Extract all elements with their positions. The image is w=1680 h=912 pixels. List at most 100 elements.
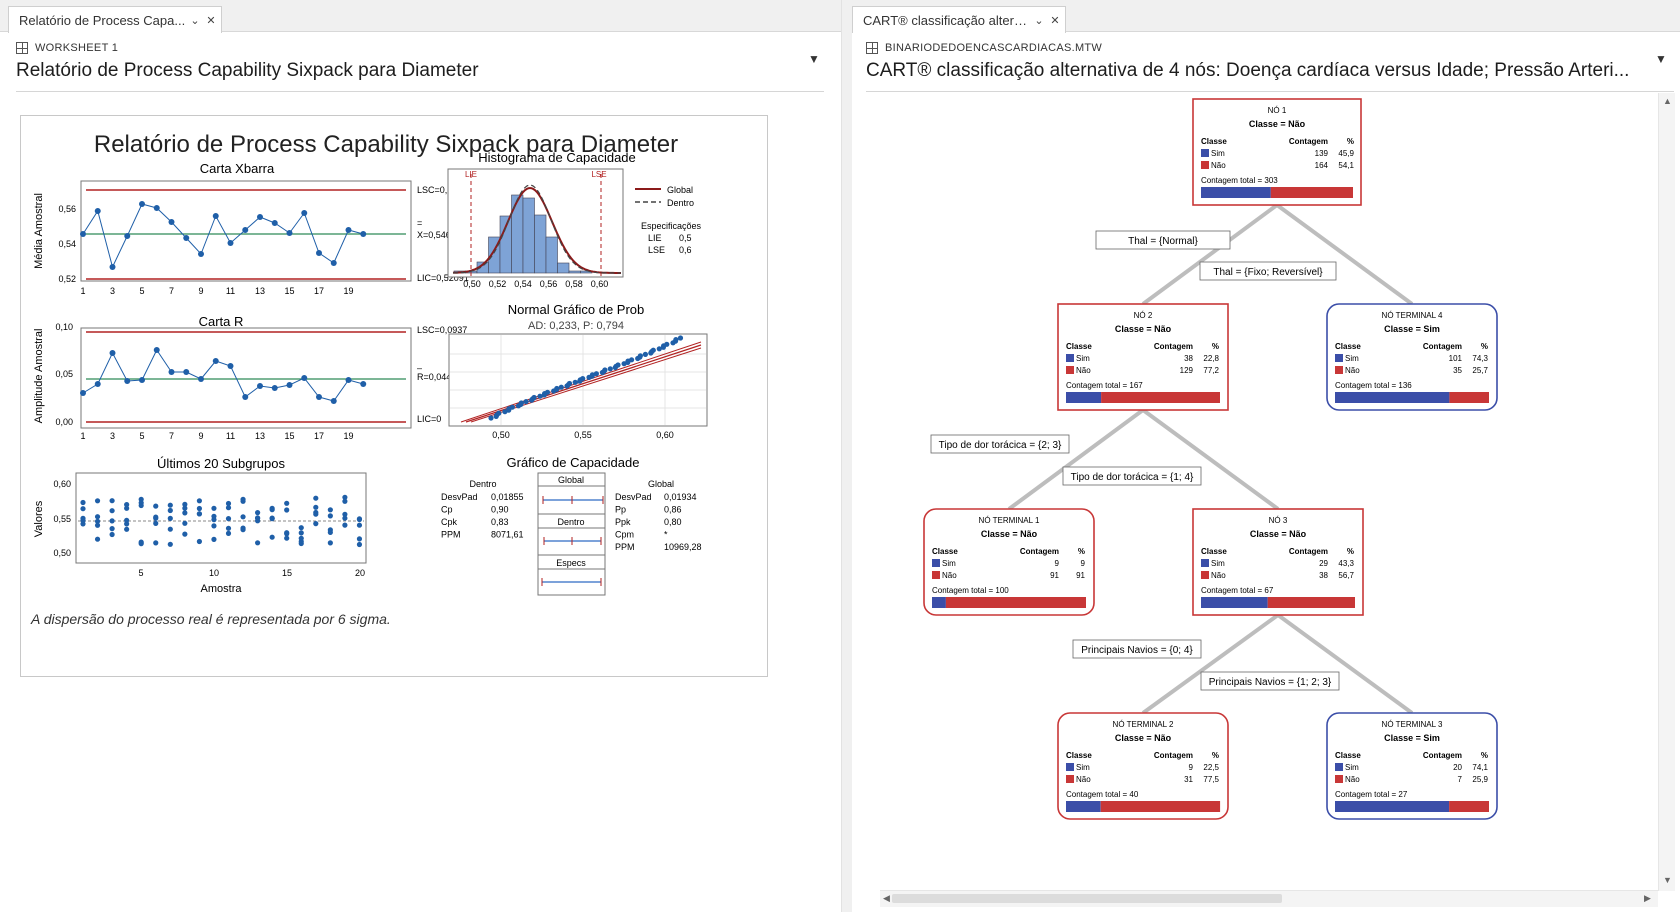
collapse-arrow-icon[interactable]: ▼ <box>1655 52 1667 66</box>
prob-point <box>537 393 543 399</box>
prob-point <box>531 394 537 401</box>
rchart-xtick: 1 <box>80 431 85 441</box>
horizontal-scrollbar[interactable]: ◀ ▶ <box>880 890 1658 907</box>
node-hdr-class: Classe <box>1201 137 1227 146</box>
capplot-dentro-header: Dentro <box>469 479 496 489</box>
node-hdr-count: Contagem <box>1154 751 1193 760</box>
node-total: Contagem total = 167 <box>1066 381 1143 390</box>
rchart-ucl-label: LSC=0,0937 <box>417 325 467 335</box>
node-bar-sim <box>1066 801 1101 812</box>
split-label: Tipo de dor torácica = {2; 3} <box>939 440 1062 451</box>
close-icon[interactable]: ✕ <box>1050 14 1060 27</box>
sixpack-report: Relatório de Process Capability Sixpack … <box>20 115 768 677</box>
last20-point <box>153 503 159 509</box>
tree-node-t1[interactable]: NÓ TERMINAL 1 Classe = Não Classe Contagem%… <box>923 508 1095 616</box>
tree-node-n3[interactable]: NÓ 3 Classe = Não Classe Contagem % Sim 29 43,3… <box>1192 508 1364 616</box>
rchart-xtick: 13 <box>255 431 265 441</box>
hist-bar <box>545 236 558 274</box>
node-nao-pct: 25,7 <box>1472 366 1488 375</box>
last20-point <box>182 520 188 526</box>
last20-point <box>109 526 115 532</box>
node-class: Classe = Não <box>981 529 1038 539</box>
last20-point <box>342 522 348 528</box>
last20-ytick: 0,55 <box>53 514 71 524</box>
tree-node-t3[interactable]: NÓ TERMINAL 3 Classe = Sim Classe Contagem%… <box>1326 712 1498 820</box>
sim-swatch <box>1335 354 1343 362</box>
capplot-interval-global <box>542 496 604 504</box>
last20-point <box>80 515 86 521</box>
chevron-down-icon[interactable]: ⌄ <box>190 14 200 27</box>
rchart-point <box>271 385 278 391</box>
last20-xtick: 10 <box>209 568 219 578</box>
last20-point <box>196 538 202 545</box>
sim-swatch <box>1201 149 1209 157</box>
prob-title: Normal Gráfico de Prob <box>508 302 645 317</box>
node-hdr-count: Contagem <box>1289 137 1328 146</box>
xbar-point <box>316 250 322 256</box>
tab-cart-classificacao[interactable]: CART® classificação altern... ⌄ ✕ <box>852 6 1066 33</box>
collapse-arrow-icon[interactable]: ▼ <box>808 52 820 66</box>
cart-tree-view: Thal = {Normal} Thal = {Fixo; Reversível}… <box>880 97 1658 889</box>
node-sim-count: 9 <box>1189 763 1194 772</box>
horizontal-scroll-thumb[interactable] <box>892 894 1282 903</box>
node-nao-pct: 25,9 <box>1472 775 1488 784</box>
last20-point <box>269 505 275 511</box>
node-nao-count: 7 <box>1458 775 1463 784</box>
tree-node-t4[interactable]: NÓ TERMINAL 4 Classe = Sim Classe Contagem%… <box>1326 303 1498 411</box>
node-nao-count: 31 <box>1184 775 1193 784</box>
chevron-down-icon[interactable]: ⌄ <box>1034 14 1044 27</box>
node-sim-count: 139 <box>1315 149 1329 158</box>
node-sim-pct: 74,1 <box>1472 763 1488 772</box>
tree-edge <box>1141 408 1280 511</box>
hist-lse-label: LSE <box>591 170 606 179</box>
last20-plot-area <box>75 472 367 564</box>
hist-global-curve <box>452 187 621 274</box>
capplot-global-stat-value: 0,80 <box>664 517 682 527</box>
scroll-left-icon[interactable]: ◀ <box>883 893 890 903</box>
capplot-global-header: Global <box>648 479 674 489</box>
tree-node-n1[interactable]: NÓ 1 Classe = Não Classe Contagem % Sim 139 45,… <box>1192 98 1362 206</box>
prob-point <box>566 380 573 387</box>
capplot-global-stat-label: Pp <box>615 505 626 515</box>
tree-node-t2[interactable]: NÓ TERMINAL 2 Classe = Não Classe Contagem%… <box>1057 712 1229 820</box>
rchart-point <box>227 363 234 369</box>
node-hdr-count: Contagem <box>1020 547 1059 556</box>
tab-process-capability[interactable]: Relatório de Process Capa... ⌄ ✕ <box>8 6 222 33</box>
capplot-interval-dentro <box>543 537 602 545</box>
tree-node-n2[interactable]: NÓ 2 Classe = Não Classe Contagem % Sim 38 22,8… <box>1057 303 1229 411</box>
scroll-up-icon[interactable]: ▲ <box>1663 96 1672 106</box>
prob-point <box>544 389 551 395</box>
node-bar-nao <box>1270 187 1353 198</box>
rchart-ytick: 0,00 <box>55 417 73 427</box>
hist-bar <box>568 270 581 274</box>
last20-point <box>342 498 348 504</box>
node-class: Classe = Sim <box>1384 324 1440 334</box>
node-hdr-pct: % <box>1347 137 1354 146</box>
last20-point <box>255 510 261 516</box>
xbar-lcl-label: LIC=0,52091 <box>417 273 469 283</box>
node-nao-pct: 77,5 <box>1203 775 1219 784</box>
last20-point <box>211 513 217 519</box>
last20-point <box>225 505 232 511</box>
rchart-point <box>316 394 322 400</box>
capplot-global-stat-value: 0,86 <box>664 505 682 515</box>
node-nao-pct: 91 <box>1076 571 1085 580</box>
normal-prob-plot: Normal Gráfico de Prob AD: 0,233, P: 0,7… <box>448 302 708 440</box>
last20-xlabel: Amostra <box>201 583 243 595</box>
hist-xtick: 0,56 <box>540 279 558 289</box>
last20-point <box>196 498 202 504</box>
node-label: NÓ 3 <box>1269 516 1288 525</box>
last20-point <box>109 531 115 538</box>
tree-edge <box>1141 203 1279 306</box>
scroll-down-icon[interactable]: ▼ <box>1663 875 1672 885</box>
last20-point <box>356 541 363 548</box>
close-icon[interactable]: ✕ <box>206 14 216 27</box>
scroll-right-icon[interactable]: ▶ <box>1644 893 1651 903</box>
vertical-scrollbar[interactable]: ▲ ▼ <box>1658 93 1675 891</box>
node-sim-pct: 43,3 <box>1338 559 1354 568</box>
xbar-point <box>109 264 116 270</box>
node-total: Contagem total = 40 <box>1066 790 1139 799</box>
last20-point <box>167 526 173 532</box>
sim-swatch <box>1335 763 1343 771</box>
last20-point <box>109 508 115 514</box>
